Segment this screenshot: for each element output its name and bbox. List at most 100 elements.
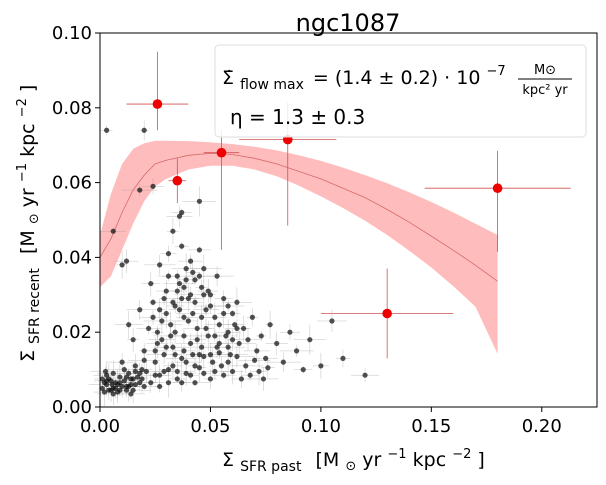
annotation-frac-num: M⊙ — [534, 63, 556, 78]
region-point — [176, 213, 183, 219]
x-ticks: 0.00 0.05 0.10 0.15 0.20 — [80, 407, 562, 437]
region-point — [110, 391, 116, 397]
region-point — [307, 337, 313, 343]
region-point — [170, 228, 176, 234]
region-point — [196, 198, 202, 204]
region-point — [181, 348, 187, 354]
region-point — [109, 381, 115, 388]
region-point — [216, 340, 222, 347]
region-point — [280, 359, 286, 365]
region-point — [165, 367, 172, 373]
x-tick-label: 0.15 — [411, 416, 451, 437]
region-point — [196, 273, 202, 279]
region-point — [132, 363, 138, 369]
region-point — [145, 325, 152, 332]
region-point — [123, 258, 130, 264]
region-point — [190, 352, 196, 358]
region-point — [203, 307, 209, 313]
region-point — [201, 353, 207, 360]
region-point — [201, 370, 207, 376]
region-point — [340, 355, 346, 361]
y-tick-label: 0.00 — [52, 397, 92, 418]
region-point — [119, 359, 125, 365]
region-point — [121, 367, 127, 373]
region-point — [179, 209, 185, 216]
region-point — [256, 368, 262, 375]
region-point — [137, 187, 143, 193]
region-point — [179, 295, 185, 302]
region-point — [183, 266, 189, 272]
region-point — [137, 380, 143, 386]
region-point — [161, 352, 167, 358]
region-point — [234, 325, 240, 332]
region-point — [143, 368, 149, 375]
x-axis-label-close: ] — [477, 449, 484, 471]
bin-point — [216, 147, 227, 158]
scatter-regions — [88, 120, 380, 407]
axes-frame — [99, 32, 598, 408]
y-axis-label-exp2: −2 — [15, 98, 30, 117]
annotation-frac-den: kpc² yr — [522, 83, 568, 98]
region-point — [157, 262, 163, 268]
region-point — [119, 262, 125, 268]
x-axis-label-kpc: kpc — [413, 449, 447, 471]
region-point — [165, 251, 172, 257]
annotation-exp: −7 — [486, 64, 505, 79]
y-axis-label-unit: [M — [17, 230, 39, 254]
region-point — [187, 372, 194, 378]
region-point — [207, 303, 214, 309]
region-point — [263, 355, 269, 361]
y-tick-label: 0.04 — [52, 247, 92, 268]
y-axis-label-close: ] — [17, 85, 39, 92]
region-point — [128, 391, 134, 397]
region-point — [181, 284, 187, 290]
region-point — [203, 325, 209, 332]
y-axis-label: Σ SFR recent [M ⊙ yr −1 kpc −2 ] — [9, 85, 44, 362]
x-axis-label-unit: [M — [315, 449, 339, 471]
y-axis-label-kpc: kpc — [17, 123, 39, 157]
model-band — [99, 140, 498, 354]
region-point — [199, 344, 205, 350]
region-point — [179, 380, 185, 386]
region-point — [163, 310, 169, 317]
y-tick-label: 0.02 — [52, 322, 92, 343]
region-point — [150, 183, 156, 189]
region-point — [225, 344, 231, 350]
region-point — [192, 277, 198, 283]
region-point — [293, 348, 300, 354]
region-point — [104, 127, 110, 133]
annotation-line1: Σ̇ flow max = (1.4 ± 0.2) · 10 −7 — [222, 64, 506, 94]
region-point — [260, 376, 267, 382]
region-point — [201, 266, 207, 272]
region-point — [99, 376, 105, 382]
region-point — [221, 295, 227, 302]
region-point — [179, 243, 185, 249]
region-point — [170, 344, 176, 350]
region-point — [252, 357, 258, 363]
region-point — [265, 365, 271, 371]
region-point — [362, 372, 368, 378]
region-point — [172, 329, 178, 335]
annotation-lhs-sub: flow max — [240, 77, 304, 93]
x-tick-label: 0.00 — [80, 416, 120, 437]
region-point — [258, 333, 264, 339]
region-point — [141, 357, 147, 363]
region-point — [104, 378, 110, 384]
region-point — [110, 228, 116, 234]
y-axis-label-sub: SFR recent — [27, 268, 43, 344]
region-point — [212, 368, 218, 375]
region-point — [139, 367, 145, 373]
region-point — [274, 340, 280, 347]
y-axis-label-symbol: Σ — [17, 350, 39, 362]
region-point — [199, 314, 205, 320]
region-point — [225, 329, 231, 335]
annotation-line2: η = 1.3 ± 0.3 — [230, 105, 365, 129]
region-point — [194, 325, 200, 332]
region-point — [117, 380, 123, 386]
region-point — [154, 340, 161, 347]
region-point — [117, 374, 123, 380]
region-point — [196, 247, 202, 253]
chart-title: ngc1087 — [296, 9, 401, 37]
region-point — [192, 299, 198, 305]
